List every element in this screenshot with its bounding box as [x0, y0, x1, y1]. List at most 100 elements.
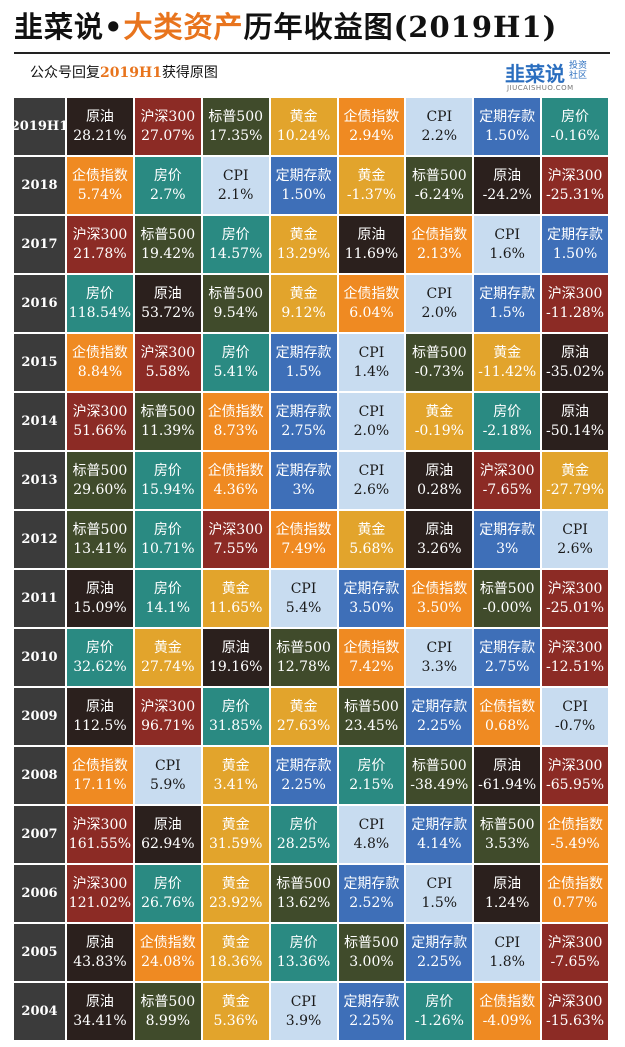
title-highlight: 大类资产	[123, 10, 244, 44]
asset-cell: CPI 2.6%	[338, 452, 405, 509]
asset-cell: 房价 2.15%	[338, 747, 405, 804]
asset-return: 2.52%	[349, 894, 394, 911]
asset-cell: 房价 28.25%	[270, 806, 337, 863]
asset-return: 3.50%	[417, 599, 462, 616]
asset-cell: 企债指数 0.77%	[542, 865, 608, 922]
asset-return: 2.7%	[150, 186, 186, 203]
asset-name: 定期存款	[479, 521, 536, 538]
asset-name: 定期存款	[411, 934, 468, 951]
asset-cell: 沪深300 -15.63%	[542, 983, 608, 1040]
asset-return: 0.28%	[417, 481, 462, 498]
asset-name: 原油	[85, 580, 114, 597]
asset-name: 黄金	[289, 285, 318, 302]
asset-cell: 沪深300 27.07%	[134, 98, 201, 155]
asset-return: 2.25%	[349, 1012, 394, 1029]
asset-cell: 房价 15.94%	[134, 452, 201, 509]
asset-cell: 企债指数 4.36%	[202, 452, 269, 509]
year-cell: 2018	[14, 157, 65, 214]
asset-return: -12.51%	[546, 658, 605, 675]
asset-name: 沪深300	[72, 403, 128, 420]
asset-return: -0.00%	[482, 599, 532, 616]
year-cell: 2013	[14, 452, 65, 509]
asset-name: 定期存款	[411, 698, 468, 715]
asset-cell: 黄金 27.74%	[134, 629, 201, 686]
asset-return: 28.25%	[276, 835, 331, 852]
asset-name: 企债指数	[207, 403, 264, 420]
asset-cell: 黄金 5.36%	[202, 983, 269, 1040]
asset-return: 112.5%	[73, 717, 127, 734]
asset-return: -61.94%	[478, 776, 537, 793]
asset-name: 企债指数	[71, 167, 128, 184]
asset-cell: 标普500 -38.49%	[406, 747, 473, 804]
logo-tag: 投资社区	[569, 61, 588, 81]
asset-return: -4.09%	[482, 1012, 532, 1029]
asset-return: 27.74%	[141, 658, 195, 675]
asset-name: 定期存款	[479, 285, 536, 302]
asset-name: 沪深300	[547, 934, 603, 951]
asset-return: 2.25%	[417, 717, 462, 734]
asset-cell: 定期存款 1.50%	[542, 216, 608, 273]
asset-return: -0.19%	[414, 422, 464, 439]
asset-name: 定期存款	[275, 757, 332, 774]
asset-return: -24.2%	[482, 186, 532, 203]
asset-name: 房价	[221, 698, 250, 715]
asset-cell: 定期存款 1.50%	[474, 98, 541, 155]
asset-return: 31.59%	[208, 835, 263, 852]
asset-name: CPI	[222, 167, 249, 184]
subtitle-part: 获得原图	[161, 65, 218, 81]
asset-cell: 房价 26.76%	[134, 865, 201, 922]
asset-name: 标普500	[72, 521, 128, 538]
asset-return: 34.41%	[73, 1012, 127, 1029]
asset-return: 5.68%	[349, 540, 394, 557]
asset-name: 企债指数	[343, 285, 400, 302]
asset-cell: 沪深300 -25.01%	[542, 570, 608, 627]
asset-cell: 房价 14.57%	[202, 216, 269, 273]
asset-return: 5.41%	[213, 363, 258, 380]
asset-return: 13.29%	[276, 245, 331, 262]
asset-name: 原油	[493, 875, 522, 892]
asset-cell: 原油 15.09%	[67, 570, 133, 627]
asset-return: 28.21%	[73, 127, 127, 144]
asset-cell: 沪深300 5.58%	[134, 334, 201, 391]
asset-name: 企债指数	[411, 226, 468, 243]
asset-cell: 房价 14.1%	[134, 570, 201, 627]
asset-cell: 房价 5.41%	[202, 334, 269, 391]
asset-cell: 标普500 3.00%	[338, 924, 405, 981]
asset-return: 15.94%	[141, 481, 195, 498]
asset-name: 黄金	[221, 934, 250, 951]
asset-name: CPI	[358, 403, 385, 420]
asset-cell: 原油 34.41%	[67, 983, 133, 1040]
asset-cell: 标普500 3.53%	[474, 806, 541, 863]
asset-cell: CPI 1.8%	[474, 924, 541, 981]
asset-name: 企债指数	[547, 875, 604, 892]
asset-name: 企债指数	[479, 993, 536, 1010]
asset-name: 定期存款	[411, 816, 468, 833]
asset-name: 定期存款	[275, 462, 332, 479]
asset-cell: 沪深300 7.55%	[202, 511, 269, 568]
asset-return: -11.42%	[478, 363, 537, 380]
asset-cell: 原油 -50.14%	[542, 393, 608, 450]
asset-return: 17.35%	[208, 127, 263, 144]
asset-return: 2.2%	[421, 127, 458, 144]
asset-cell: 企债指数 7.49%	[270, 511, 337, 568]
asset-name: 标普500	[208, 285, 264, 302]
asset-name: 标普500	[479, 816, 535, 833]
asset-name: 定期存款	[479, 108, 536, 125]
asset-name: 定期存款	[275, 403, 332, 420]
asset-return: 2.25%	[281, 776, 326, 793]
asset-name: 原油	[425, 462, 454, 479]
asset-name: 标普500	[411, 757, 467, 774]
asset-return: 53.72%	[141, 304, 195, 321]
asset-return: 29.60%	[73, 481, 127, 498]
asset-return: 2.75%	[484, 658, 530, 675]
year-cell: 2007	[14, 806, 65, 863]
asset-cell: 标普500 11.39%	[134, 393, 201, 450]
asset-return: 4.8%	[353, 835, 390, 852]
asset-name: 原油	[357, 226, 386, 243]
asset-cell: 房价 31.85%	[202, 688, 269, 745]
asset-return: 5.9%	[150, 776, 186, 793]
asset-return: -65.95%	[546, 776, 605, 793]
asset-return: 8.73%	[213, 422, 258, 439]
asset-cell: 标普500 29.60%	[67, 452, 133, 509]
asset-return: 4.36%	[213, 481, 258, 498]
